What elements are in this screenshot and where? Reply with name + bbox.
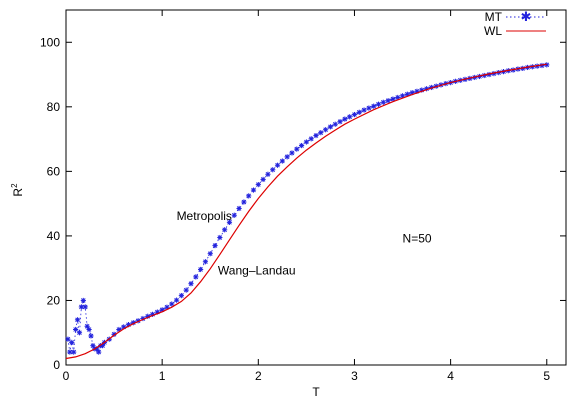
data-point-mt — [84, 323, 90, 329]
data-point-mt — [371, 103, 377, 109]
y-tick-label: 40 — [47, 229, 61, 243]
data-point-mt — [270, 167, 276, 173]
data-point-mt — [169, 301, 175, 307]
y-axis-label: R2 — [10, 183, 25, 197]
data-point-mt — [327, 124, 334, 130]
data-point-mt — [342, 116, 348, 122]
data-point-mt — [255, 181, 261, 188]
data-point-mt — [69, 339, 75, 346]
data-point-mt — [116, 326, 122, 333]
data-point-mt — [193, 274, 199, 280]
data-point-mt — [265, 171, 271, 177]
y-tick-label: 100 — [40, 35, 60, 49]
data-point-mt — [390, 96, 396, 102]
data-point-mt — [380, 99, 386, 105]
x-tick-label: 5 — [543, 369, 550, 383]
data-point-mt — [246, 193, 252, 199]
legend: MT ✱ WL — [484, 9, 546, 38]
data-point-mt — [294, 146, 300, 152]
data-point-mt — [65, 336, 71, 342]
data-point-mt — [250, 187, 257, 193]
data-point-mt — [332, 121, 338, 127]
x-axis-label: T — [312, 385, 320, 399]
series-line-wl — [65, 63, 547, 360]
data-point-mt — [236, 205, 242, 212]
x-tick-label: 1 — [159, 369, 166, 383]
x-tick-label: 3 — [351, 369, 358, 383]
data-point-mt — [298, 142, 305, 149]
data-point-mt — [366, 105, 372, 111]
annotation-label: N=50 — [403, 231, 432, 245]
data-point-mt — [88, 333, 94, 339]
y-axis-label-superscript: 2 — [10, 183, 19, 188]
data-point-mt — [303, 139, 309, 145]
data-point-mt — [74, 317, 81, 323]
x-tick-label: 0 — [63, 369, 70, 383]
data-point-mt — [135, 318, 141, 324]
y-tick-label: 80 — [47, 100, 61, 114]
data-point-mt — [274, 162, 281, 168]
data-point-mt — [222, 227, 228, 233]
data-point-mt — [375, 101, 382, 107]
data-point-mt — [284, 154, 290, 160]
data-point-mt — [361, 107, 367, 113]
annotation-label: Wang–Landau — [218, 264, 296, 278]
data-point-mt — [356, 109, 362, 115]
data-point-mt — [289, 150, 295, 156]
legend-label-wl: WL — [484, 24, 502, 38]
x-tick-label: 2 — [255, 369, 262, 383]
y-tick-label: 0 — [53, 358, 60, 372]
y-tick-label: 60 — [47, 164, 61, 178]
data-point-mt — [337, 119, 343, 125]
data-point-mt — [73, 326, 79, 333]
plot-frame — [65, 9, 567, 366]
y-axis-label-base: R — [11, 188, 25, 197]
data-point-mt — [178, 293, 184, 299]
annotation-label: Metropolis — [177, 209, 232, 223]
series-layer — [65, 62, 550, 360]
data-point-mt — [183, 287, 189, 293]
data-point-mt — [395, 94, 401, 101]
data-point-mt — [351, 111, 358, 118]
data-point-mt — [86, 326, 92, 333]
data-point-mt — [207, 251, 213, 257]
data-point-mt — [198, 266, 204, 273]
axis-tick-labels: 0 1 2 3 4 5 0 20 40 60 80 100 — [40, 35, 550, 383]
y-tick-label: 20 — [47, 293, 61, 307]
data-point-mt — [82, 304, 88, 310]
data-point-mt — [279, 158, 285, 164]
data-point-mt — [173, 297, 180, 303]
data-point-mt — [308, 136, 314, 142]
legend-marker-mt: ✱ — [521, 9, 532, 24]
data-point-mt — [202, 259, 209, 265]
data-point-mt — [260, 176, 266, 183]
data-point-mt — [80, 297, 86, 304]
data-point-mt — [313, 132, 319, 139]
data-point-mt — [217, 234, 223, 241]
data-point-mt — [347, 114, 353, 120]
data-point-mt — [385, 98, 391, 104]
data-point-mt — [231, 212, 237, 218]
data-point-mt — [96, 349, 102, 355]
data-point-mt — [71, 349, 77, 355]
data-point-mt — [76, 330, 83, 336]
data-point-mt — [241, 199, 247, 205]
x-tick-label: 4 — [447, 369, 454, 383]
data-point-mt — [188, 281, 194, 287]
data-point-mt — [323, 127, 329, 133]
legend-label-mt: MT — [485, 10, 503, 24]
data-point-mt — [226, 219, 233, 225]
series-dotted-line-mt — [67, 64, 547, 354]
axis-ticks — [65, 10, 566, 366]
y-axis-label-group: R2 — [10, 183, 25, 197]
annotations: Metropolis Wang–Landau N=50 — [177, 209, 432, 278]
data-point-mt — [212, 242, 218, 249]
data-point-mt — [318, 130, 324, 136]
